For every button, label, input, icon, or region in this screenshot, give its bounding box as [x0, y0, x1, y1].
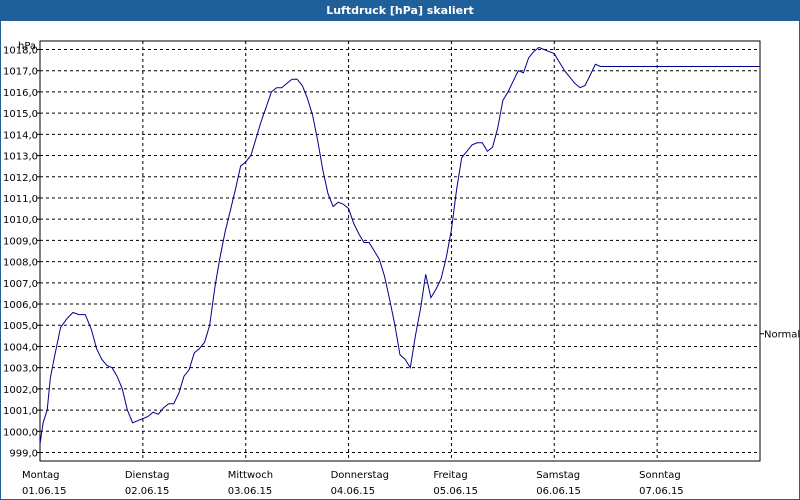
x-tick-date: 04.06.15	[331, 486, 376, 497]
y-tick-label: 1001,0	[3, 406, 38, 417]
y-tick-label: 1008,0	[3, 258, 38, 269]
y-tick-label: 1018,0	[3, 45, 38, 56]
chart-title: Luftdruck [hPa] skaliert	[1, 1, 799, 21]
y-tick-label: 1017,0	[3, 67, 38, 78]
x-tick-day: Donnerstag	[331, 470, 389, 481]
y-tick-label: 1009,0	[3, 236, 38, 247]
x-tick-date: 07.06.15	[639, 486, 684, 497]
y-tick-labels: 999,0 1000,0 1001,0 1002,0 1003,0 1004,0 1005,…	[3, 45, 38, 459]
plot-area	[39, 40, 761, 462]
y-tick-label: 1012,0	[3, 173, 38, 184]
y-tick-label: 1002,0	[3, 385, 38, 396]
x-tick-day: Montag	[22, 470, 59, 481]
reference-label: Normal	[764, 330, 800, 341]
y-tick-label: 1006,0	[3, 300, 38, 311]
x-tick-date: 02.06.15	[125, 486, 170, 497]
y-tick-label: 1015,0	[3, 109, 38, 120]
y-tick-label: 1005,0	[3, 321, 38, 332]
x-tick-date: 01.06.15	[22, 486, 67, 497]
y-tick-label: 1000,0	[3, 427, 38, 438]
x-tick-date: 06.06.15	[536, 486, 581, 497]
x-tick-labels: Montag 01.06.15 Dienstag 02.06.15 Mittwoch 03…	[22, 470, 684, 497]
y-tick-label: 1003,0	[3, 364, 38, 375]
x-tick-date: 05.06.15	[433, 486, 478, 497]
x-tick-day: Mittwoch	[228, 470, 273, 481]
x-tick-day: Freitag	[433, 470, 467, 481]
x-tick-date: 03.06.15	[228, 486, 273, 497]
x-tick-day: Dienstag	[125, 470, 170, 481]
y-tick-label: 1004,0	[3, 342, 38, 353]
y-tick-label: 999,0	[9, 449, 38, 460]
y-tick-label: 1014,0	[3, 130, 38, 141]
x-tick-day: Samstag	[536, 470, 580, 481]
series-line	[39, 46, 760, 445]
y-tick-label: 1010,0	[3, 215, 38, 226]
y-tick-label: 1013,0	[3, 152, 38, 163]
y-axis-label: hPa	[18, 41, 36, 52]
y-tick-label: 1011,0	[3, 194, 38, 205]
reference-marker: Normal	[760, 330, 800, 341]
y-tick-label: 1016,0	[3, 88, 38, 99]
y-tick-label: 1007,0	[3, 279, 38, 290]
grid	[37, 41, 760, 461]
x-tick-day: Sonntag	[639, 470, 681, 481]
